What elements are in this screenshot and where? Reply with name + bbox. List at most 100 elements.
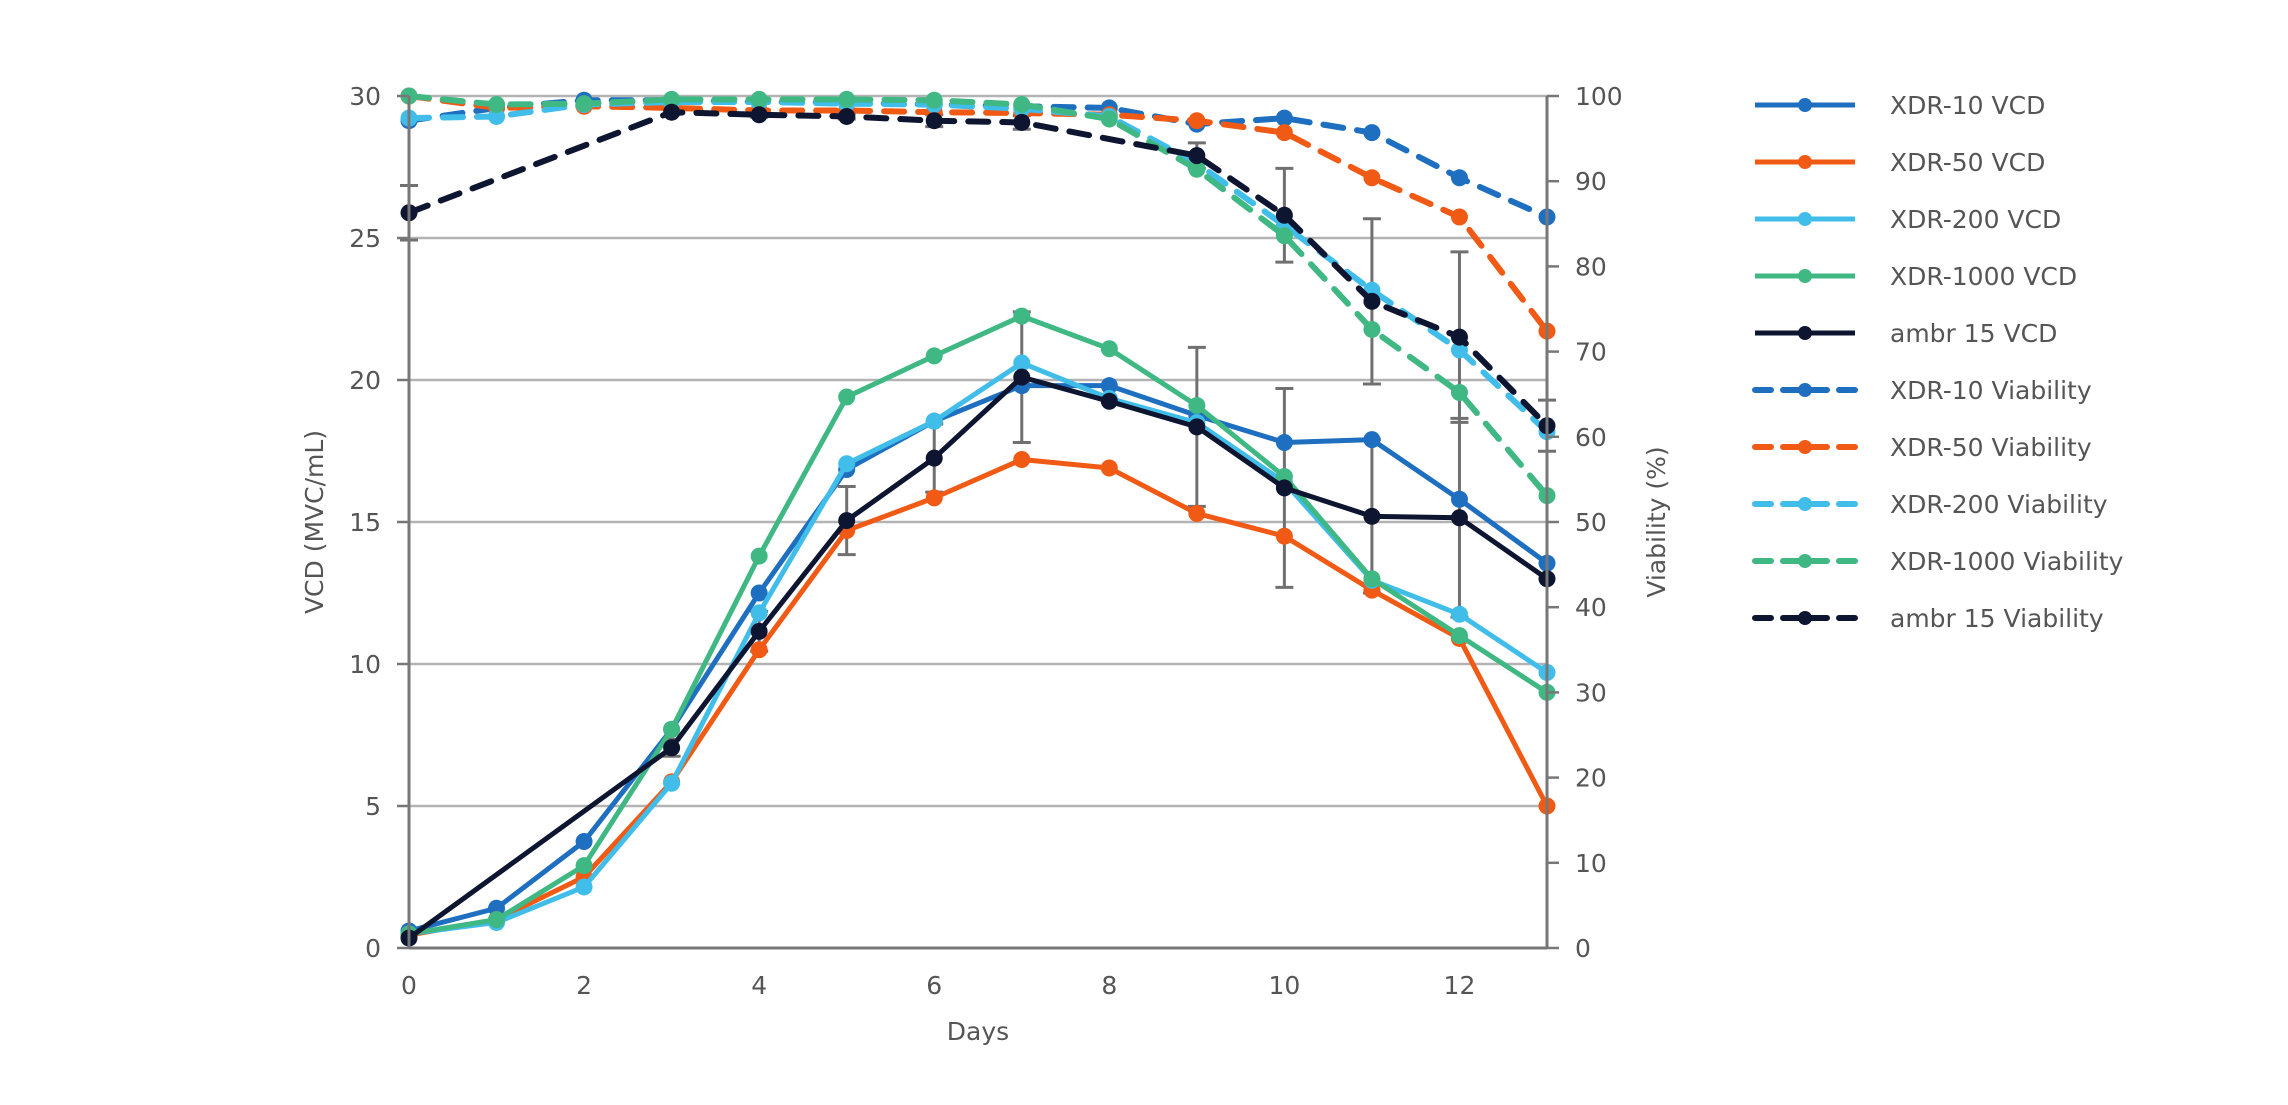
- data-point: [1013, 96, 1031, 114]
- data-point: [1013, 113, 1031, 131]
- y-axis-label: VCD (MVC/mL): [300, 430, 329, 614]
- data-point: [838, 90, 856, 108]
- data-point: [575, 857, 593, 875]
- data-point: [1450, 208, 1468, 226]
- legend-label: XDR-50 Viability: [1890, 433, 2092, 462]
- y2-axis-label: Viability (%): [1642, 446, 1671, 597]
- series-line: [408, 457, 1550, 938]
- data-point: [1013, 451, 1031, 469]
- data-point: [663, 103, 681, 121]
- y-tick-label: 25: [349, 224, 381, 253]
- x-tick-label: 10: [1268, 971, 1300, 1000]
- data-point: [1188, 147, 1206, 165]
- grid: [409, 94, 1547, 808]
- x-tick-label: 2: [576, 971, 592, 1000]
- legend-item: ambr 15 Viability: [1752, 604, 2104, 633]
- data-point: [750, 90, 768, 108]
- legend-label: XDR-1000 Viability: [1890, 547, 2124, 576]
- y2-tick-label: 90: [1575, 167, 1607, 196]
- error-bars: [400, 108, 1556, 758]
- data-point: [838, 512, 856, 530]
- data-point: [1275, 227, 1293, 245]
- data-point: [925, 347, 943, 365]
- series-line: [406, 98, 1550, 435]
- y2-tick-label: 100: [1575, 82, 1623, 111]
- data-point: [1013, 368, 1031, 386]
- data-point: [750, 622, 768, 640]
- series-line: [408, 383, 1549, 934]
- y2-tick-label: 60: [1575, 423, 1607, 452]
- legend-label: XDR-10 Viability: [1890, 376, 2092, 405]
- data-point: [1363, 320, 1381, 338]
- data-point: [838, 107, 856, 125]
- data-point: [750, 106, 768, 124]
- data-point: [1275, 206, 1293, 224]
- data-point: [1100, 392, 1118, 410]
- series-line: [408, 313, 1549, 937]
- x-tick-label: 0: [401, 971, 417, 1000]
- data-point: [488, 96, 506, 114]
- series-line: [406, 109, 1550, 429]
- y2-tick-label: 20: [1575, 764, 1607, 793]
- series-xdr-50-viability: [400, 87, 1556, 340]
- x-tick-label: 4: [751, 971, 767, 1000]
- data-point: [1013, 354, 1031, 372]
- series-xdr-1000-vcd: [400, 307, 1556, 943]
- legend-item: XDR-200 VCD: [1755, 205, 2061, 234]
- y2-tick-label: 10: [1575, 849, 1607, 878]
- data-point: [838, 388, 856, 406]
- legend-label: XDR-50 VCD: [1890, 148, 2045, 177]
- y-tick-label: 30: [349, 82, 381, 111]
- legend: XDR-10 VCD XDR-50 VCD XDR-200 VCD XDR-1000 …: [1752, 91, 2124, 633]
- y-tick-label: 0: [365, 934, 381, 963]
- data-point: [750, 547, 768, 565]
- data-point: [1450, 627, 1468, 645]
- data-point: [750, 584, 768, 602]
- data-point: [1100, 377, 1118, 395]
- data-point: [1450, 605, 1468, 623]
- y-tick-label: 10: [349, 650, 381, 679]
- series-xdr-1000-viability: [400, 87, 1556, 505]
- series-lines: [400, 87, 1556, 947]
- series-line: [406, 93, 1550, 499]
- data-point: [1450, 509, 1468, 527]
- legend-item: ambr 15 VCD: [1755, 319, 2057, 348]
- data-point: [663, 90, 681, 108]
- series-xdr-200-viability: [400, 93, 1556, 441]
- y-tick-label: 5: [365, 792, 381, 821]
- data-point: [1363, 431, 1381, 449]
- data-point: [1275, 479, 1293, 497]
- data-point: [1188, 504, 1206, 522]
- legend-marker: [1798, 326, 1812, 340]
- axes: 0 5 10 15 20 25 30 0 10 20 30 40 50 60 70 80 90 100 0 2 4 6 8 1…: [349, 82, 1623, 1000]
- data-point: [1188, 418, 1206, 436]
- data-point: [1188, 112, 1206, 130]
- data-point: [1275, 527, 1293, 545]
- series-xdr-200-vcd: [400, 354, 1556, 943]
- data-point: [1275, 124, 1293, 142]
- data-point: [838, 455, 856, 473]
- legend-label: XDR-200 VCD: [1890, 205, 2061, 234]
- data-point: [1100, 459, 1118, 477]
- data-point: [663, 739, 681, 757]
- data-point: [1363, 292, 1381, 310]
- y2-tick-label: 30: [1575, 678, 1607, 707]
- legend-marker: [1798, 383, 1812, 397]
- legend-item: XDR-10 VCD: [1755, 91, 2045, 120]
- data-point: [925, 112, 943, 130]
- data-point: [575, 878, 593, 896]
- data-point: [925, 412, 943, 430]
- y2-tick-label: 40: [1575, 593, 1607, 622]
- series-ambr-15-viability: [400, 103, 1556, 435]
- y2-tick-label: 50: [1575, 508, 1607, 537]
- data-point: [1363, 507, 1381, 525]
- data-point: [663, 720, 681, 738]
- data-point: [1450, 383, 1468, 401]
- legend-marker: [1798, 611, 1812, 625]
- data-point: [1363, 570, 1381, 588]
- y2-tick-label: 80: [1575, 252, 1607, 281]
- legend-label: XDR-200 Viability: [1890, 490, 2108, 519]
- legend-label: ambr 15 VCD: [1890, 319, 2057, 348]
- data-point: [1100, 340, 1118, 358]
- data-point: [750, 604, 768, 622]
